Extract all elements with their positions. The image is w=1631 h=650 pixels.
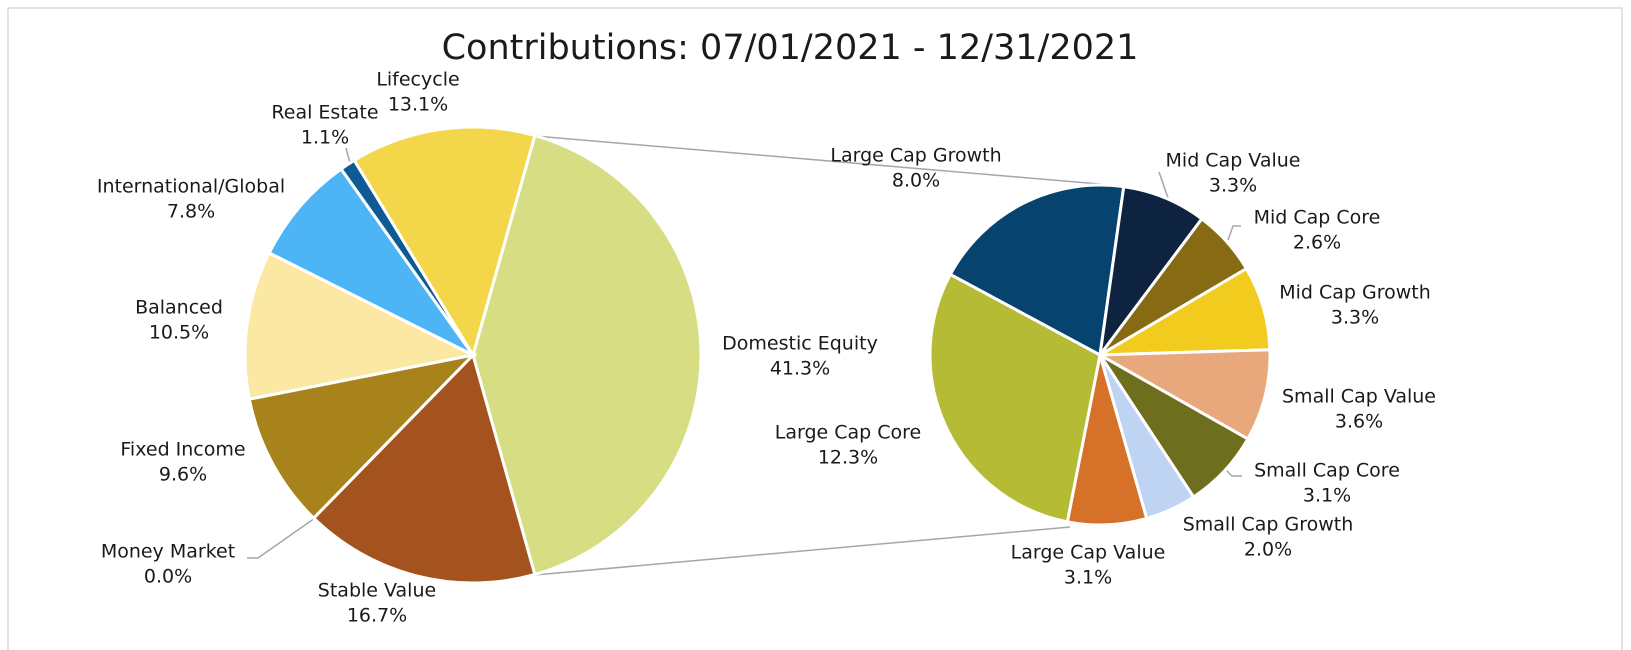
slice-label: Small Cap Growth (1183, 514, 1354, 536)
slice-value-label: 8.0% (892, 170, 940, 192)
slice-label: Small Cap Value (1282, 386, 1436, 408)
slice-value-label: 3.3% (1209, 175, 1257, 197)
slice-value-label: 2.6% (1293, 232, 1341, 254)
slice-label: Domestic Equity (722, 333, 878, 355)
pie-slice (352, 125, 537, 359)
slice-value-label: 3.3% (1331, 307, 1379, 329)
slice-value-label: 12.3% (818, 447, 878, 469)
slice-label: Small Cap Core (1254, 460, 1400, 482)
slice-label: Fixed Income (120, 439, 245, 461)
slice-label: Large Cap Value (1011, 542, 1166, 564)
slice-value-label: 16.7% (347, 605, 407, 627)
slice-label: Large Cap Core (775, 422, 921, 444)
leader-line (1227, 225, 1241, 241)
connector-line (534, 526, 1071, 576)
pie-slice (1094, 348, 1272, 442)
connector-line (534, 135, 1124, 187)
leader-line (247, 517, 316, 559)
pie-slice (267, 166, 475, 357)
slice-label: Balanced (135, 297, 223, 319)
slice-label: Real Estate (271, 102, 378, 124)
slice-value-label: 3.6% (1335, 411, 1383, 433)
slice-value-label: 7.8% (167, 201, 215, 223)
chart-title: Contributions: 07/01/2021 - 12/31/2021 (442, 28, 1139, 68)
slice-value-label: 41.3% (770, 358, 830, 380)
slice-value-label: 0.0% (144, 566, 192, 588)
leader-line (345, 147, 351, 164)
slice-label: Stable Value (318, 580, 436, 602)
slice-label: Lifecycle (376, 69, 459, 91)
slice-value-label: 1.1% (301, 127, 349, 149)
pie-slice (471, 133, 703, 577)
slice-value-label: 9.6% (159, 464, 207, 486)
slice-value-label: 13.1% (388, 94, 448, 116)
slice-value-label: 3.1% (1064, 567, 1112, 589)
slice-label: Mid Cap Growth (1279, 282, 1431, 304)
slice-value-label: 3.1% (1303, 485, 1351, 507)
slice-label: Large Cap Growth (830, 145, 1001, 167)
slice-label: Money Market (101, 541, 235, 563)
slice-value-label: 2.0% (1244, 539, 1292, 561)
slice-label: Mid Cap Core (1254, 207, 1381, 229)
pie-slice (247, 352, 478, 521)
pie-slice (243, 250, 478, 401)
slice-label: Mid Cap Value (1166, 150, 1301, 172)
pie-slice (948, 183, 1126, 358)
slice-label: International/Global (97, 176, 285, 198)
leader-line (1158, 171, 1169, 199)
slice-value-label: 10.5% (149, 322, 209, 344)
pie-slice (311, 352, 537, 585)
pie-slice (928, 272, 1102, 524)
